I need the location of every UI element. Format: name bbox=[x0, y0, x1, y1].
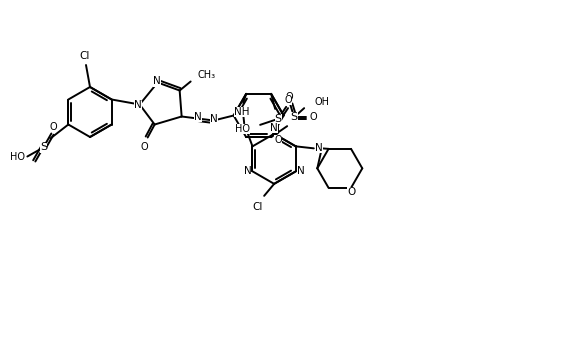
Text: S: S bbox=[290, 112, 298, 122]
Text: S: S bbox=[40, 143, 47, 152]
Text: O: O bbox=[285, 92, 293, 102]
Text: O: O bbox=[285, 95, 292, 105]
Text: O: O bbox=[309, 112, 317, 122]
Text: Cl: Cl bbox=[252, 202, 262, 212]
Text: HO: HO bbox=[10, 151, 25, 162]
Text: N: N bbox=[297, 166, 305, 176]
Text: N: N bbox=[315, 143, 323, 153]
Text: S: S bbox=[275, 114, 282, 124]
Text: N: N bbox=[194, 112, 202, 121]
Text: CH₃: CH₃ bbox=[198, 69, 216, 80]
Text: N: N bbox=[210, 113, 218, 124]
Text: Cl: Cl bbox=[80, 51, 90, 61]
Text: NH: NH bbox=[234, 107, 250, 117]
Text: O: O bbox=[347, 187, 355, 197]
Text: O: O bbox=[141, 143, 149, 152]
Text: O: O bbox=[50, 121, 57, 132]
Text: OH: OH bbox=[314, 97, 329, 107]
Text: O: O bbox=[274, 135, 282, 145]
Text: N: N bbox=[153, 76, 161, 87]
Text: N: N bbox=[270, 123, 278, 133]
Text: HO: HO bbox=[235, 124, 250, 134]
Text: N: N bbox=[134, 101, 142, 111]
Text: N: N bbox=[244, 166, 251, 176]
